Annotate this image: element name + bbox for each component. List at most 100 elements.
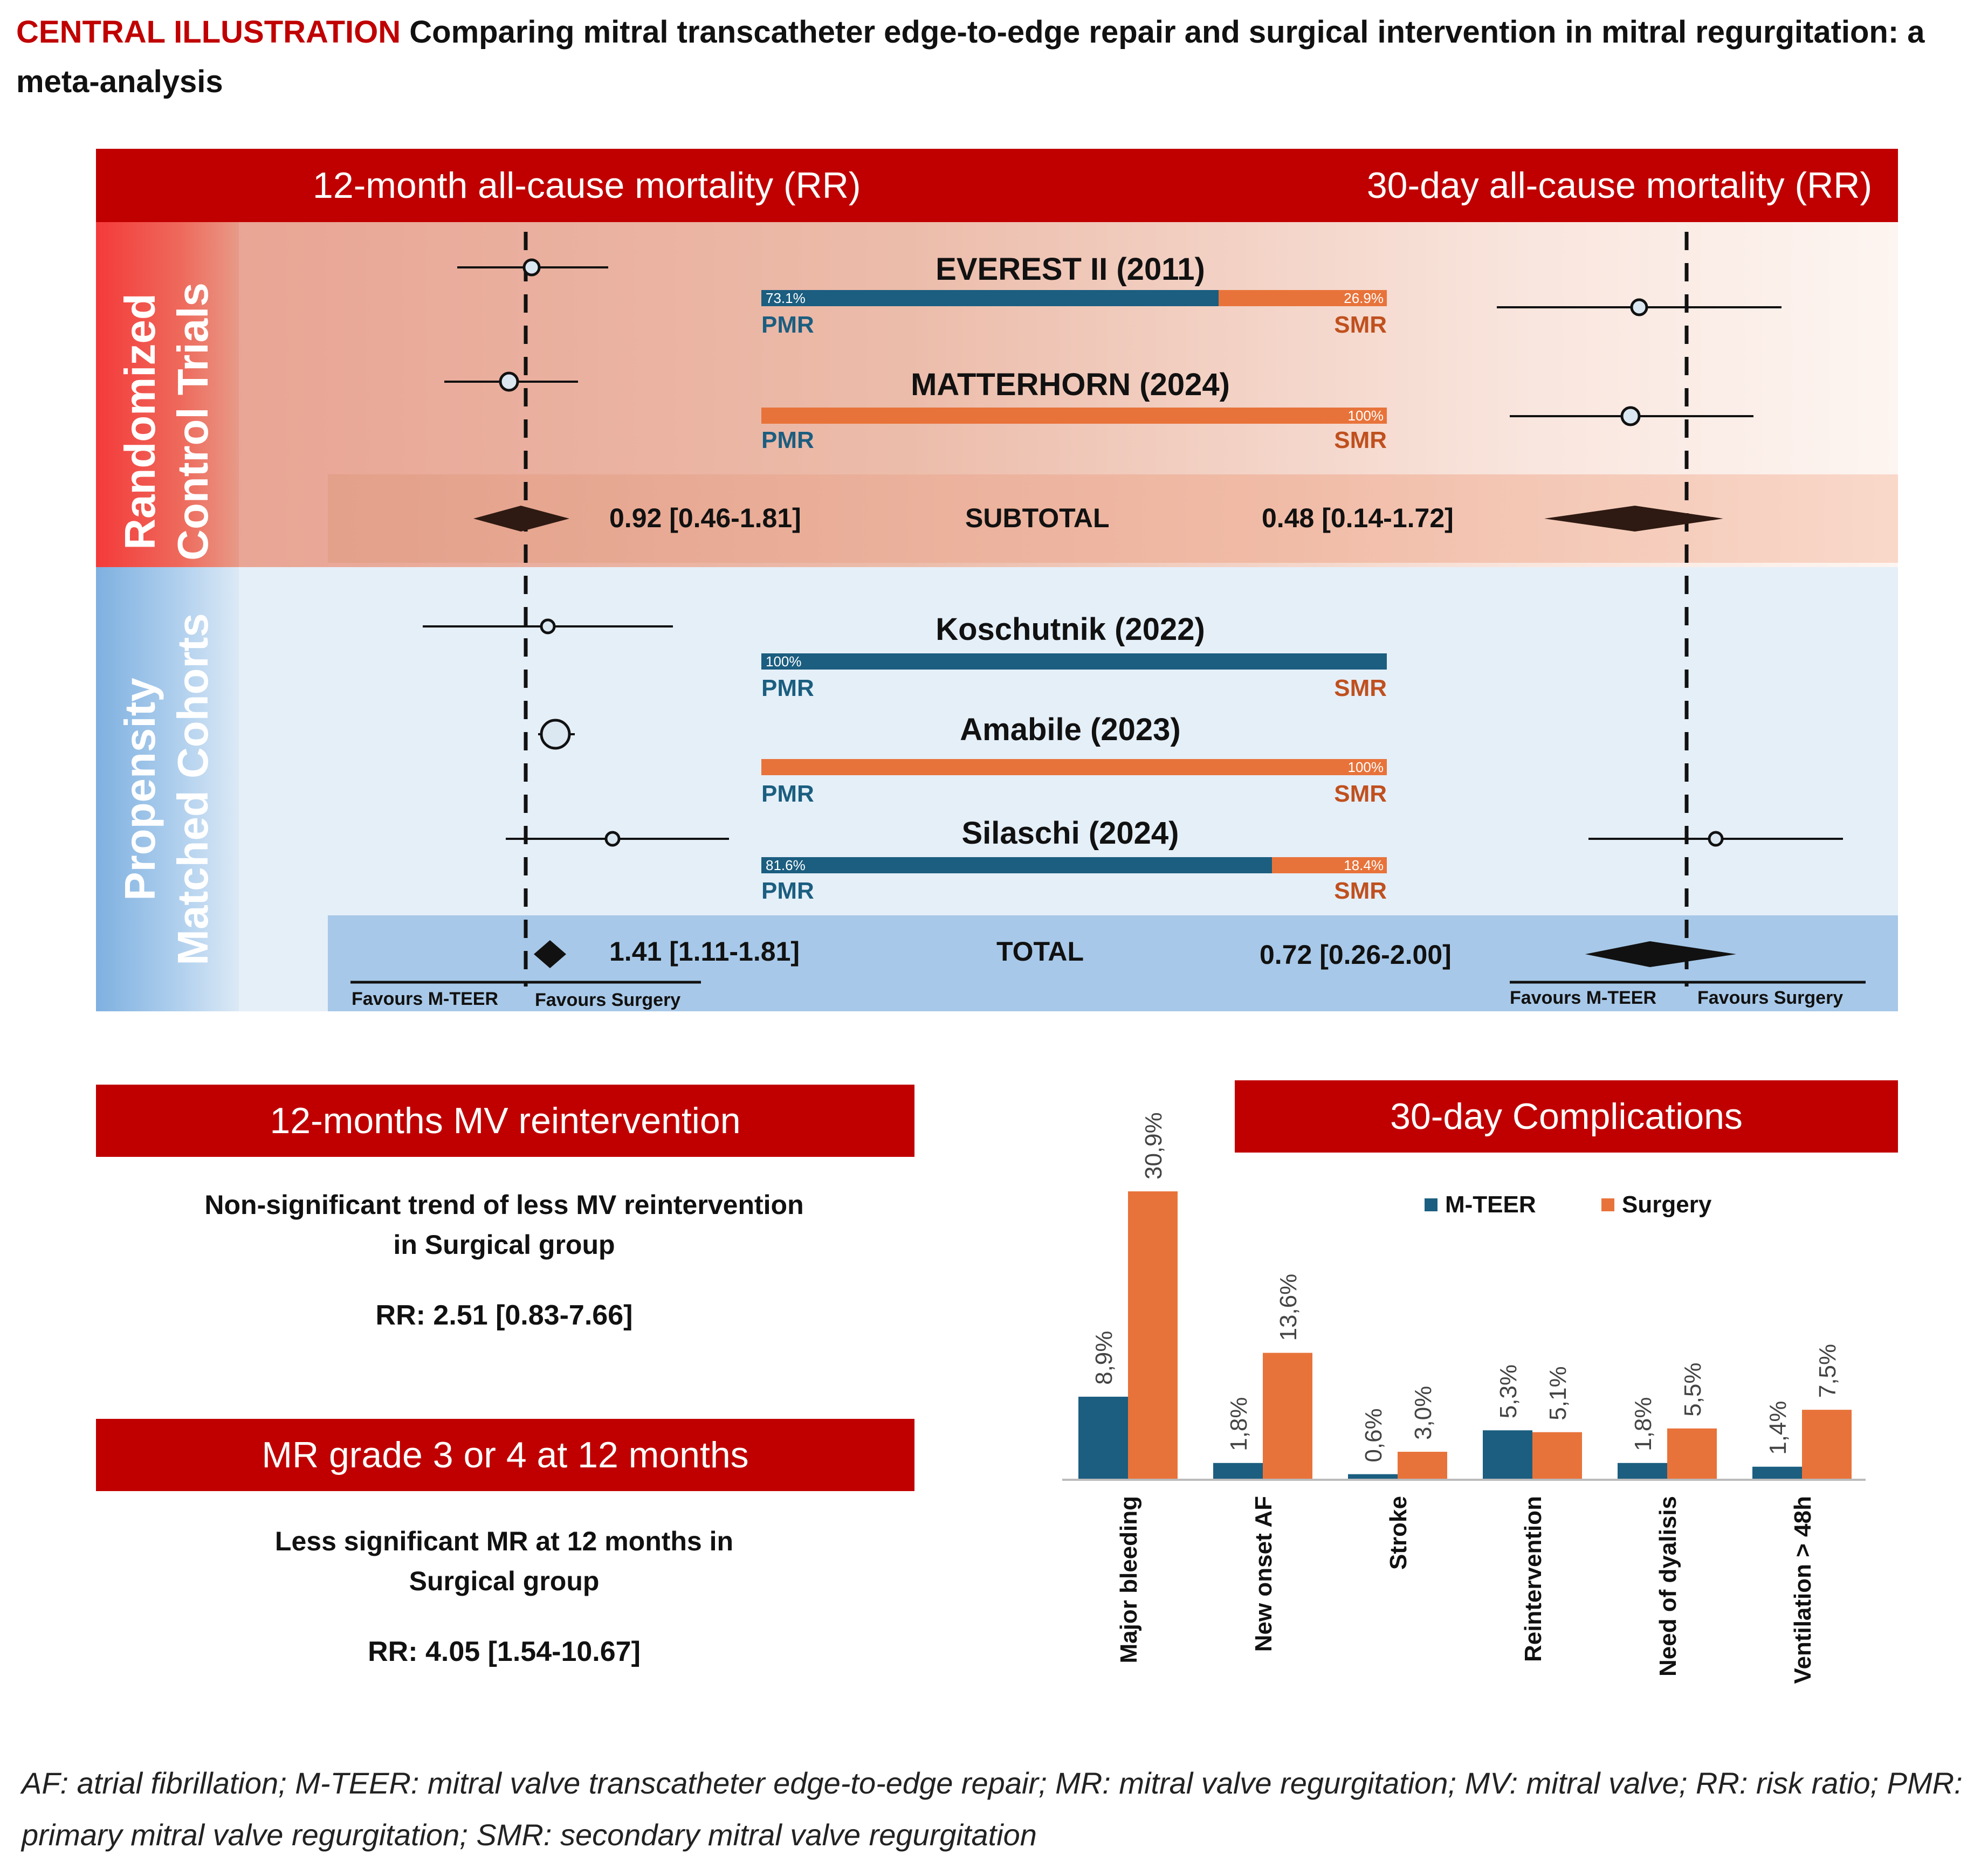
reintervention-rr: RR: 2.51 [0.83-7.66] — [375, 1300, 633, 1331]
amabile-left-ci — [538, 719, 575, 750]
smr-label: SMR — [1334, 312, 1387, 338]
reintervention-title-bar: 12-months MV reintervention — [96, 1085, 914, 1157]
pmr-segment: 81.6% — [761, 857, 1272, 873]
category-label-3: Reintervention — [1520, 1496, 1546, 1662]
study-bar-everest: 73.1% 26.9% — [761, 290, 1387, 306]
central-illustration-title: CENTRAL ILLUSTRATION Comparing mitral tr… — [16, 8, 1968, 107]
bar-surgery-0 — [1128, 1191, 1178, 1480]
data-label-surgery-1: 13,6% — [1275, 1274, 1302, 1341]
everest-right-ci — [1497, 298, 1782, 316]
pmr-label: PMR — [761, 878, 814, 904]
study-bar-amabile: 100% — [761, 759, 1387, 775]
right-favours-surgery: Favours Surgery — [1697, 988, 1844, 1008]
study-bar-koschutnik: 100% — [761, 653, 1387, 670]
title-text: Comparing mitral transcatheter edge-to-e… — [16, 15, 1925, 99]
bar-m-teer-1 — [1213, 1463, 1263, 1480]
right-header-title: 30-day all-cause mortality (RR) — [1366, 165, 1872, 206]
bar-m-teer-0 — [1078, 1396, 1128, 1480]
reintervention-description: Non-significant trend of less MV reinter… — [204, 1190, 804, 1260]
subtotal-left-diamond — [473, 506, 569, 532]
pmc-label-panel — [96, 567, 239, 1011]
smr-segment: 100% — [761, 759, 1387, 775]
pmr-segment: 100% — [761, 653, 1387, 670]
subtotal-right-diamond — [1544, 506, 1723, 532]
legend-mteer-swatch — [1425, 1198, 1437, 1211]
study-name-koschutnik: Koschutnik (2022) — [936, 612, 1205, 647]
data-label-surgery-0: 30,9% — [1140, 1112, 1167, 1180]
right-favours-mteer: Favours M-TEER — [1510, 988, 1657, 1008]
study-name-everest: EVEREST II (2011) — [936, 252, 1205, 287]
title-lead: CENTRAL ILLUSTRATION — [16, 15, 401, 50]
bar-surgery-4 — [1667, 1428, 1717, 1480]
study-bar-silaschi: 81.6% 18.4% — [761, 857, 1387, 873]
study-name-silaschi: Silaschi (2024) — [961, 816, 1179, 851]
silaschi-left-ci — [506, 831, 729, 847]
bar-m-teer-5 — [1752, 1466, 1802, 1480]
smr-segment: 18.4% — [1271, 857, 1387, 873]
matterhorn-left-ci — [444, 371, 578, 392]
pmr-label: PMR — [761, 675, 814, 701]
bar-m-teer-2 — [1348, 1474, 1398, 1480]
left-favours-mteer: Favours M-TEER — [352, 989, 499, 1009]
study-name-amabile: Amabile (2023) — [960, 712, 1181, 747]
subtotal-left-ci-text: 0.92 [0.46-1.81] — [609, 503, 801, 533]
left-favours-surgery: Favours Surgery — [535, 990, 681, 1010]
subtotal-label: SUBTOTAL — [965, 503, 1110, 533]
category-label-5: Ventilation > 48h — [1790, 1496, 1816, 1684]
subtotal-right-ci-text: 0.48 [0.14-1.72] — [1262, 503, 1454, 533]
pmr-segment: 73.1% — [761, 290, 1219, 306]
smr-label: SMR — [1334, 675, 1387, 701]
mr-grade-rr: RR: 4.05 [1.54-10.67] — [368, 1636, 641, 1667]
footnote: AF: atrial fibrillation; M-TEER: mitral … — [22, 1766, 1963, 1852]
bar-surgery-5 — [1802, 1410, 1852, 1480]
category-label-4: Need of dyalisis — [1655, 1496, 1681, 1677]
rct-label-panel — [96, 222, 239, 567]
data-label-surgery-3: 5,1% — [1545, 1366, 1571, 1420]
total-label: TOTAL — [996, 936, 1084, 967]
total-right-ci-text: 0.72 [0.26-2.00] — [1260, 940, 1452, 970]
bar-surgery-3 — [1532, 1432, 1582, 1480]
data-label-m-teer-3: 5,3% — [1495, 1364, 1522, 1418]
bar-surgery-2 — [1398, 1452, 1447, 1480]
bar-surgery-1 — [1263, 1353, 1312, 1480]
pmr-label: PMR — [761, 781, 814, 807]
matterhorn-right-ci — [1510, 406, 1753, 426]
data-label-m-teer-0: 8,9% — [1091, 1331, 1117, 1385]
smr-segment: 26.9% — [1218, 290, 1387, 306]
forest-header-bar: 12-month all-cause mortality (RR) 30-day… — [96, 149, 1898, 222]
data-label-m-teer-2: 0,6% — [1360, 1408, 1387, 1462]
legend-mteer: M-TEER — [1425, 1191, 1536, 1218]
smr-label: SMR — [1334, 878, 1387, 904]
everest-left-ci — [457, 258, 608, 277]
total-left-ci-text: 1.41 [1.11-1.81] — [609, 936, 800, 967]
bar-m-teer-3 — [1483, 1430, 1532, 1480]
study-name-matterhorn: MATTERHORN (2024) — [911, 367, 1230, 402]
category-label-1: New onset AF — [1250, 1496, 1277, 1652]
complications-title-bar: 30-day Complications — [1235, 1080, 1898, 1153]
data-label-surgery-4: 5,5% — [1680, 1362, 1706, 1416]
pmr-label: PMR — [761, 427, 814, 453]
silaschi-right-ci — [1588, 831, 1843, 847]
forest-plot-marks — [350, 232, 1866, 987]
data-label-m-teer-1: 1,8% — [1226, 1397, 1252, 1451]
data-label-surgery-2: 3,0% — [1410, 1386, 1436, 1440]
bar-m-teer-4 — [1618, 1463, 1667, 1480]
complications-chart: 8,9% 30,9% Major bleeding 1,8% 13,6% New onse… — [1062, 1112, 1866, 1684]
left-header-title: 12-month all-cause mortality (RR) — [313, 165, 861, 206]
mr-grade-description: Less significant MR at 12 months in Surg… — [274, 1526, 734, 1596]
category-label-0: Major bleeding — [1116, 1496, 1142, 1663]
data-label-surgery-5: 7,5% — [1814, 1344, 1841, 1398]
data-label-m-teer-5: 1,4% — [1765, 1401, 1791, 1454]
smr-label: SMR — [1334, 781, 1387, 807]
legend-surgery-swatch — [1601, 1198, 1614, 1211]
category-label-2: Stroke — [1385, 1496, 1412, 1570]
koschutnik-left-ci — [423, 618, 673, 634]
mr-grade-title-bar: MR grade 3 or 4 at 12 months — [96, 1419, 914, 1491]
study-bar-matterhorn: 100% — [761, 408, 1387, 424]
total-left-diamond — [534, 940, 566, 968]
data-label-m-teer-4: 1,8% — [1630, 1397, 1656, 1451]
smr-label: SMR — [1334, 427, 1387, 453]
smr-segment: 100% — [761, 408, 1387, 424]
pmr-label: PMR — [761, 312, 814, 338]
legend-surgery: Surgery — [1601, 1191, 1711, 1218]
